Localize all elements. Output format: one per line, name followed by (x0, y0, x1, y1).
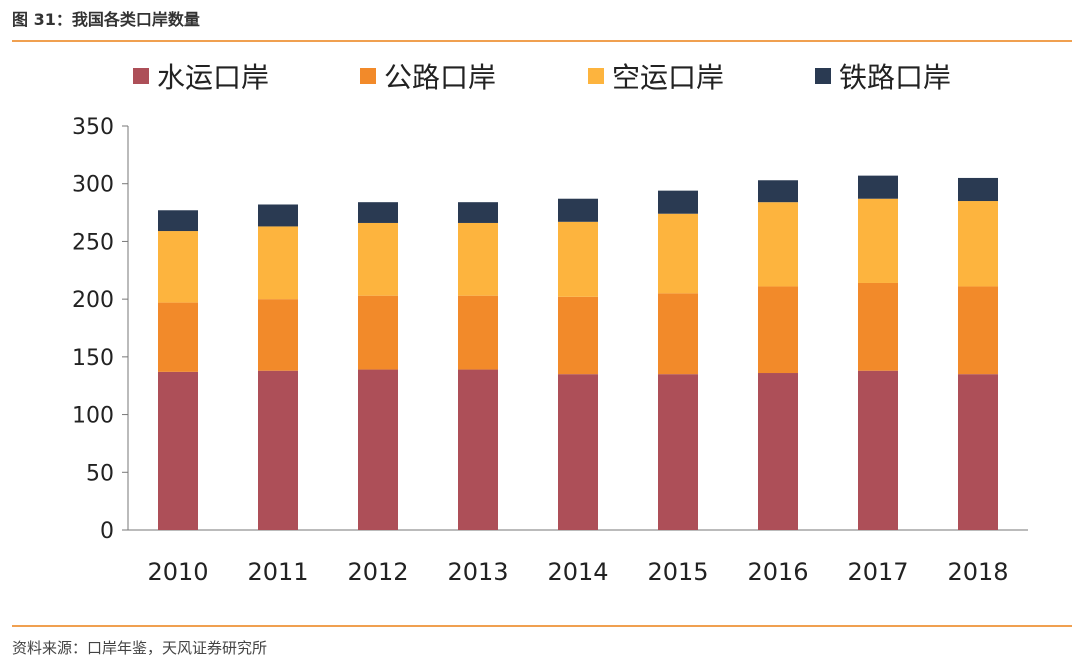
bar-segment-rail (958, 177, 998, 202)
x-tick-label: 2011 (247, 558, 308, 586)
y-tick-label: 300 (72, 173, 114, 198)
bar-segment-air (258, 226, 298, 300)
bar-segment-water (558, 374, 598, 530)
y-tick-label: 0 (100, 519, 114, 544)
top-divider (12, 40, 1072, 42)
legend-label-water: 水运口岸 (157, 61, 270, 94)
bar-segment-road (758, 286, 798, 374)
bar-segment-water (858, 370, 898, 530)
legend-item-water: 水运口岸 (133, 56, 269, 96)
y-tick-label: 100 (72, 404, 114, 429)
x-tick-label: 2015 (647, 558, 708, 586)
bar-segment-road (358, 295, 398, 370)
bar-segment-road (658, 293, 698, 375)
legend-swatch-water (133, 68, 149, 84)
bar-segment-rail (558, 198, 598, 222)
bar-segment-air (158, 231, 198, 303)
bar-segment-road (558, 296, 598, 375)
stacked-bar-chart: 0 50 100 150 200 250 300 350 2010 2011 2012 2013 201… (72, 115, 1028, 586)
bar-segment-water (158, 371, 198, 530)
legend-item-air: 空运口岸 (588, 56, 724, 96)
bar-segment-water (758, 373, 798, 530)
source-note: 资料来源：口岸年鉴，天风证券研究所 (12, 639, 268, 657)
bar-segment-water (458, 369, 498, 530)
bar-segment-air (858, 198, 898, 283)
bar-segment-road (958, 286, 998, 375)
x-tick-label: 2010 (147, 558, 208, 586)
bar-segment-air (758, 202, 798, 287)
legend-label-rail: 铁路口岸 (839, 61, 952, 94)
bar-segment-air (958, 201, 998, 287)
legend-item-road: 公路口岸 (360, 56, 496, 96)
bar-segment-rail (158, 210, 198, 232)
bar-segment-rail (458, 202, 498, 223)
bar-segment-water (358, 369, 398, 530)
bar-segment-rail (658, 190, 698, 214)
bar-segment-water (258, 370, 298, 530)
legend-swatch-rail (815, 68, 831, 84)
y-tick-label: 50 (86, 461, 114, 486)
y-tick-label: 350 (72, 115, 114, 140)
bar-segment-rail (758, 180, 798, 203)
bar-segment-rail (858, 175, 898, 199)
legend-swatch-road (360, 68, 376, 84)
y-tick-label: 200 (72, 288, 114, 313)
legend-item-rail: 铁路口岸 (815, 56, 951, 96)
bar-segment-air (658, 213, 698, 294)
x-tick-label: 2018 (947, 558, 1008, 586)
bar-segment-air (458, 222, 498, 296)
bar-segment-water (658, 374, 698, 530)
bottom-divider (12, 625, 1072, 627)
bar-segment-road (158, 302, 198, 372)
bar-segment-rail (358, 202, 398, 223)
x-tick-label: 2014 (547, 558, 608, 586)
x-tick-label: 2013 (447, 558, 508, 586)
legend-label-air: 空运口岸 (612, 61, 725, 94)
x-tick-label: 2017 (847, 558, 908, 586)
chart-legend: 水运口岸 公路口岸 空运口岸 铁路口岸 (0, 56, 1080, 100)
x-tick-label: 2012 (347, 558, 408, 586)
y-tick-label: 250 (72, 230, 114, 255)
figure-title: 图 31：我国各类口岸数量 (12, 10, 200, 29)
bar-segment-air (558, 221, 598, 297)
bar-segment-road (458, 295, 498, 370)
y-tick-label: 150 (72, 346, 114, 371)
legend-label-road: 公路口岸 (384, 61, 497, 94)
legend-swatch-air (588, 68, 604, 84)
bar-segment-water (958, 374, 998, 530)
x-tick-label: 2016 (747, 558, 808, 586)
bar-segment-rail (258, 204, 298, 227)
bar-segment-road (858, 282, 898, 371)
bar-segment-air (358, 222, 398, 296)
bar-segment-road (258, 299, 298, 371)
